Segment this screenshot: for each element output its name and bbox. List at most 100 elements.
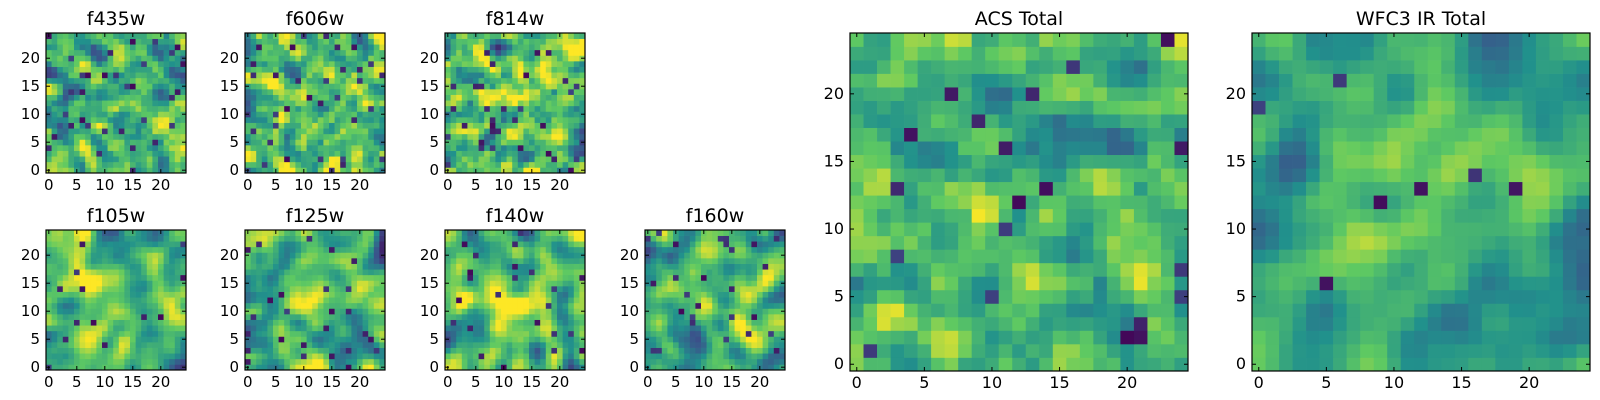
- heatmap-cell: [267, 308, 274, 315]
- heatmap-cell: [579, 230, 586, 236]
- heatmap-cell: [729, 286, 735, 292]
- heatmap-cell: [357, 94, 363, 101]
- heatmap-cell: [130, 314, 136, 320]
- heatmap-cell: [267, 89, 274, 95]
- heatmap-cell: [334, 325, 341, 332]
- heatmap-cell: [113, 105, 120, 112]
- heatmap-cell: [90, 258, 97, 264]
- heatmap-cell: [74, 263, 80, 270]
- heatmap-cell: [96, 161, 103, 168]
- heatmap-cell: [512, 291, 519, 298]
- heatmap-cell: [1133, 303, 1148, 318]
- heatmap-cell: [931, 195, 945, 210]
- heatmap-cell: [250, 77, 257, 84]
- heatmap-cell: [645, 325, 651, 332]
- heatmap-cell: [261, 280, 268, 287]
- heatmap-cell: [62, 252, 69, 259]
- heatmap-cell: [96, 246, 103, 253]
- heatmap-cell: [113, 61, 120, 67]
- heatmap-cell: [312, 128, 319, 135]
- heatmap-cell: [456, 274, 463, 281]
- heatmap-cell: [250, 128, 257, 135]
- heatmap-cell: [345, 246, 352, 253]
- heatmap-cell: [534, 286, 541, 292]
- heatmap-cell: [51, 302, 58, 309]
- heatmap-cell: [340, 77, 347, 84]
- heatmap-cell: [245, 49, 251, 56]
- heatmap-cell: [90, 274, 97, 281]
- heatmap-cell: [351, 241, 358, 248]
- x-tick-label: 15: [322, 373, 341, 391]
- heatmap-cell: [102, 111, 108, 118]
- heatmap-cell: [985, 316, 1000, 331]
- heatmap-cell: [74, 66, 80, 73]
- heatmap-cell: [351, 105, 358, 112]
- heatmap-cell: [706, 330, 713, 337]
- heatmap-cell: [890, 303, 905, 318]
- heatmap-cell: [146, 94, 153, 101]
- heatmap-cell: [751, 269, 758, 276]
- heatmap-cell: [1052, 343, 1067, 358]
- heatmap-cell: [985, 330, 1000, 345]
- heatmap-cell: [890, 316, 905, 331]
- heatmap-cell: [113, 342, 120, 348]
- heatmap-cell: [673, 358, 679, 365]
- heatmap-cell: [673, 263, 679, 270]
- heatmap-cell: [163, 161, 170, 168]
- heatmap-cell: [74, 353, 80, 360]
- heatmap-cell: [118, 49, 125, 56]
- heatmap-cell: [534, 291, 541, 298]
- heatmap-cell: [169, 342, 176, 348]
- heatmap-cell: [351, 291, 358, 298]
- heatmap-cell: [90, 302, 97, 309]
- heatmap-cell: [90, 105, 97, 112]
- heatmap-cell: [562, 111, 569, 118]
- heatmap-cell: [1106, 195, 1121, 210]
- heatmap-cell: [650, 308, 657, 315]
- heatmap-cell: [51, 325, 58, 332]
- heatmap-cell: [506, 49, 513, 56]
- heatmap-cell: [180, 156, 187, 163]
- heatmap-cell: [158, 55, 164, 62]
- heatmap-cell: [107, 33, 114, 39]
- heatmap-cell: [579, 347, 586, 354]
- heatmap-cell: [152, 336, 159, 343]
- heatmap-cell: [890, 343, 905, 358]
- heatmap-cell: [661, 302, 668, 309]
- heatmap-cell: [573, 258, 580, 264]
- heatmap-cell: [57, 364, 64, 371]
- heatmap-cell: [551, 72, 558, 79]
- heatmap-cell: [295, 263, 302, 270]
- heatmap-cell: [551, 353, 558, 360]
- heatmap-cell: [645, 274, 651, 281]
- heatmap-cell: [501, 161, 507, 168]
- heatmap-cell: [312, 167, 319, 174]
- heatmap-cell: [551, 364, 558, 371]
- heatmap-cell: [373, 49, 380, 56]
- heatmap-cell: [877, 222, 891, 237]
- heatmap-cell: [273, 291, 279, 298]
- heatmap-cell: [102, 319, 108, 326]
- heatmap-cell: [51, 246, 58, 253]
- heatmap-cell: [501, 150, 507, 157]
- heatmap-cell: [456, 83, 463, 90]
- heatmap-cell: [329, 325, 335, 332]
- heatmap-cell: [568, 150, 575, 157]
- heatmap-cell: [169, 263, 176, 270]
- heatmap-cell: [645, 258, 651, 264]
- heatmap-cell: [68, 235, 75, 242]
- heatmap-cell: [678, 314, 685, 320]
- heatmap-cell: [445, 128, 451, 135]
- heatmap-cell: [102, 100, 108, 107]
- heatmap-cell: [661, 230, 668, 236]
- heatmap-cell: [768, 235, 775, 242]
- heatmap-cell: [904, 181, 918, 196]
- heatmap-cell: [779, 269, 786, 276]
- heatmap-cell: [261, 83, 268, 90]
- heatmap-cell: [456, 105, 463, 112]
- heatmap-cell: [523, 167, 530, 174]
- heatmap-cell: [551, 258, 558, 264]
- heatmap-cell: [568, 330, 575, 337]
- heatmap-cell: [180, 94, 187, 101]
